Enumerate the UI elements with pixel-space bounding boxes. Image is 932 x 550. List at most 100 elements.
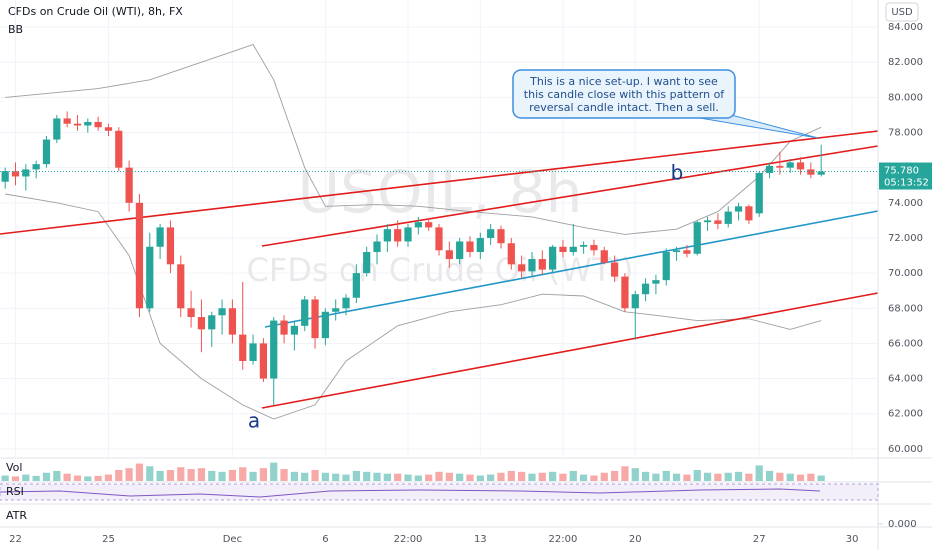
- volume-bar: [693, 470, 701, 481]
- volume-bar: [208, 470, 216, 481]
- candle-body: [487, 229, 495, 238]
- candle-body: [208, 315, 216, 330]
- candle-body: [290, 325, 299, 335]
- watermark-name: CFDs on Crude Oil (WTI): [247, 251, 634, 289]
- rsi-band: [0, 483, 879, 501]
- candle-body: [177, 264, 185, 309]
- candle-body: [652, 280, 660, 284]
- callout-text: This is a nice set-up. I want to see: [529, 75, 718, 88]
- volume-bar: [249, 471, 257, 481]
- volume-bar: [662, 470, 670, 481]
- volume-bar: [807, 473, 815, 481]
- volume-bar: [11, 476, 20, 481]
- y-tick-label: 70.000: [888, 268, 923, 279]
- candle-body: [776, 165, 784, 168]
- candle-body: [807, 169, 815, 175]
- trend-line: [264, 210, 879, 328]
- point-label: b: [671, 161, 684, 185]
- rsi-line: [0, 488, 821, 498]
- volume-bar: [652, 473, 660, 481]
- volume-bar: [683, 474, 691, 481]
- y-tick-label: 60.000: [888, 444, 923, 455]
- volume-bar: [538, 472, 546, 481]
- volume-bar: [290, 471, 299, 481]
- callout-text: this candle close with this pattern of: [524, 88, 726, 101]
- candle-body: [42, 139, 51, 165]
- volume-bar: [559, 473, 567, 481]
- volume-bar: [600, 472, 608, 481]
- volume-bar: [487, 474, 495, 481]
- pane-label: ATR: [6, 509, 27, 522]
- candle-body: [549, 246, 557, 270]
- volume-bar: [765, 470, 774, 481]
- x-tick-label: 22:00: [549, 534, 578, 545]
- volume-bar: [301, 472, 309, 481]
- candle-body: [218, 308, 226, 316]
- candle-body: [693, 222, 701, 254]
- volume-bar: [32, 475, 40, 481]
- callout-box: [512, 69, 736, 119]
- volume-bar: [456, 473, 464, 481]
- candle-body: [166, 227, 175, 265]
- x-tick-label: 13: [474, 534, 487, 545]
- currency-button[interactable]: [885, 2, 919, 22]
- volume-bar: [73, 475, 82, 481]
- volume-bar: [156, 470, 164, 481]
- candle-body: [53, 118, 61, 140]
- countdown: 05:13:52: [884, 178, 929, 189]
- volume-bar: [177, 467, 185, 481]
- callout-text: reversal candle intact. Then a sell.: [529, 101, 719, 114]
- trend-line: [0, 130, 879, 235]
- candle-body: [1, 171, 9, 182]
- volume-bar: [259, 468, 268, 481]
- candle-body: [672, 250, 681, 253]
- candle-body: [425, 222, 433, 228]
- candle-body: [311, 299, 319, 339]
- candle-body: [259, 343, 268, 379]
- candle-body: [600, 250, 608, 263]
- volume-bar: [135, 463, 144, 481]
- candle-body: [435, 227, 443, 251]
- volume-bar: [528, 473, 536, 481]
- volume-bar: [22, 474, 30, 481]
- candle-body: [621, 276, 629, 309]
- volume-bar: [745, 473, 753, 481]
- volume-bar: [776, 472, 784, 481]
- volume-bar: [280, 469, 288, 481]
- x-tick-label: 25: [102, 534, 115, 545]
- candle-body: [641, 283, 650, 295]
- pane-label: Vol: [6, 461, 22, 474]
- volume-bar: [755, 465, 763, 481]
- volume-bar: [610, 470, 619, 481]
- candle-body: [683, 250, 691, 254]
- candle-body: [187, 308, 195, 318]
- candle-body: [538, 259, 546, 270]
- x-tick-label: 22: [9, 534, 22, 545]
- candle-body: [745, 206, 753, 221]
- volume-bar: [796, 474, 805, 481]
- candle-body: [342, 297, 350, 309]
- volume-bar: [94, 475, 102, 481]
- candle-body: [507, 243, 515, 265]
- volume-bar: [476, 475, 484, 481]
- candle-body: [270, 320, 278, 379]
- volume-bar: [363, 471, 371, 481]
- volume-bar: [631, 468, 639, 481]
- candle-body: [84, 121, 92, 126]
- y-tick-label: 66.000: [888, 338, 923, 349]
- volume-bar: [394, 473, 402, 481]
- trend-lines: [0, 130, 879, 409]
- volume-bar: [549, 471, 557, 481]
- y-tick-label: 78.000: [888, 128, 923, 139]
- candle-body: [249, 343, 257, 361]
- volume-bar: [714, 473, 722, 481]
- x-tick-label: 6: [322, 534, 328, 545]
- candle-body: [497, 229, 505, 244]
- volume-bar: [115, 470, 123, 481]
- y-tick-label: 62.000: [888, 409, 923, 420]
- volume-bar: [817, 475, 825, 481]
- atr-tick-label: 0.000: [888, 519, 917, 530]
- x-tick-label: 22:00: [394, 534, 423, 545]
- volume-bar: [239, 467, 247, 481]
- candle-body: [373, 241, 381, 253]
